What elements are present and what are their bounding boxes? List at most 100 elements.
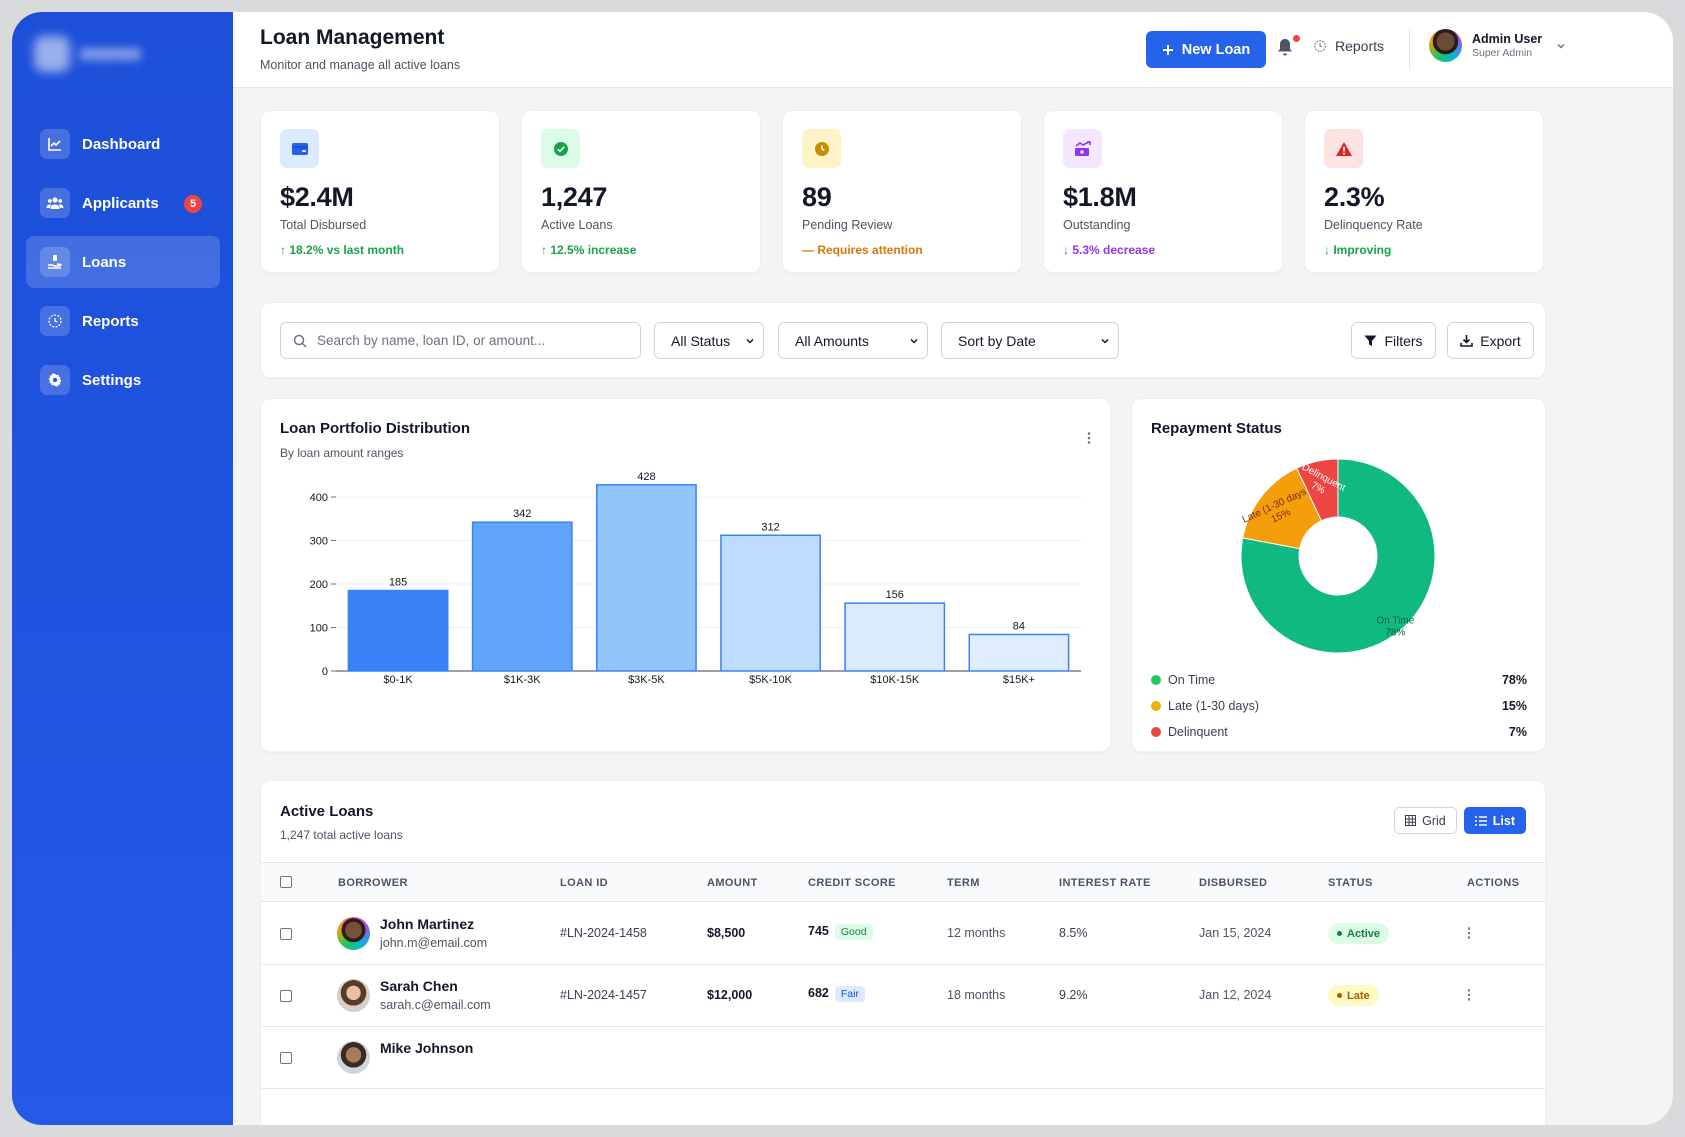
notification-dot (1293, 35, 1300, 42)
select-all-checkbox[interactable] (280, 876, 292, 888)
bar-value-label: 185 (389, 577, 407, 589)
user-name: Admin User (1472, 32, 1543, 46)
pie-label-pct: 78% (1385, 627, 1405, 638)
y-tick-label: 100 (310, 623, 328, 635)
notification-bell-icon[interactable] (1276, 35, 1300, 61)
sidebar: ■■■■■ Dashboard Applicants 5 Loans (12, 12, 233, 1125)
column-header[interactable]: CREDIT SCORE (808, 877, 896, 889)
reports-link[interactable]: Reports (1313, 38, 1384, 54)
row-actions-icon[interactable] (1467, 989, 1471, 1001)
sidebar-nav: Dashboard Applicants 5 Loans Reports (26, 118, 220, 413)
stat-value: 89 (802, 182, 832, 212)
hand-money-icon (40, 247, 70, 277)
row-checkbox[interactable] (280, 928, 292, 940)
stat-value: $1.8M (1063, 182, 1137, 212)
warning-icon (1324, 129, 1363, 168)
column-header[interactable]: INTEREST RATE (1059, 877, 1151, 889)
new-loan-label: New Loan (1181, 41, 1251, 58)
sidebar-item-settings[interactable]: Settings (26, 354, 220, 406)
column-header[interactable]: AMOUNT (707, 877, 758, 889)
status-text: Late (1347, 989, 1370, 1002)
loan-amount: $8,500 (707, 926, 746, 940)
chevron-down-icon (910, 338, 918, 344)
user-role: Super Admin (1472, 47, 1533, 59)
pie-label-name: On Time (1376, 615, 1414, 626)
gear-icon (40, 365, 70, 395)
column-header[interactable]: BORROWER (338, 877, 408, 889)
more-options-icon[interactable] (1087, 432, 1091, 444)
sort-select[interactable]: Sort by Date (941, 322, 1119, 359)
avatar (337, 979, 370, 1012)
legend-item: Late (1-30 days) 15% (1151, 693, 1527, 719)
sidebar-item-dashboard[interactable]: Dashboard (26, 118, 220, 170)
avatar (1429, 29, 1462, 62)
x-tick-label: $3K-5K (628, 674, 665, 686)
stat-card-active-loans: 1,247 Active Loans ↑ 12.5% increase (521, 110, 761, 273)
list-view-label: List (1492, 813, 1515, 828)
x-tick-label: $5K-10K (749, 674, 792, 686)
filters-button[interactable]: Filters (1351, 322, 1436, 359)
x-tick-label: $15K+ (1003, 674, 1035, 686)
amount-select[interactable]: All Amounts (778, 322, 928, 359)
bar-value-label: 428 (637, 471, 655, 483)
disbursed-date: Jan 15, 2024 (1199, 926, 1272, 940)
grid-view-button[interactable]: Grid (1394, 807, 1457, 834)
filter-icon (1364, 335, 1377, 346)
download-icon (1460, 335, 1474, 347)
list-view-button[interactable]: List (1463, 807, 1526, 834)
wallet-icon (280, 129, 319, 168)
column-header[interactable]: TERM (947, 877, 980, 889)
view-toggle: Grid List (1394, 807, 1526, 834)
pie-slice (1296, 458, 1339, 522)
legend-dot (1151, 727, 1161, 737)
column-header[interactable]: LOAN ID (560, 877, 609, 889)
stat-trend: ↓ 5.3% decrease (1063, 243, 1156, 257)
sidebar-item-loans[interactable]: Loans (26, 236, 220, 288)
row-actions-icon[interactable] (1467, 927, 1471, 939)
table-row[interactable]: Mike Johnson (261, 1027, 1545, 1089)
user-menu[interactable]: Admin User Super Admin (1429, 29, 1566, 62)
disbursed-date: Jan 12, 2024 (1199, 988, 1272, 1002)
stat-trend: ↓ Improving (1324, 243, 1392, 257)
x-tick-label: $1K-3K (504, 674, 541, 686)
column-header[interactable]: ACTIONS (1467, 877, 1520, 889)
table-row[interactable]: Sarah Chen sarah.c@email.com #LN-2024-14… (261, 965, 1545, 1027)
row-checkbox[interactable] (280, 990, 292, 1002)
row-checkbox[interactable] (280, 1052, 292, 1064)
search-input[interactable] (317, 333, 617, 348)
interest-rate: 8.5% (1059, 926, 1088, 940)
stat-value: 2.3% (1324, 182, 1385, 212)
sidebar-item-applicants[interactable]: Applicants 5 (26, 177, 220, 229)
sort-select-value: Sort by Date (958, 332, 1036, 349)
legend-item: On Time 78% (1151, 667, 1527, 693)
stat-value: $2.4M (280, 182, 354, 212)
credit-score-badge: Good (834, 924, 873, 940)
credit-score-value: 745 (808, 924, 829, 938)
x-tick-label: $0-1K (383, 674, 413, 686)
interest-rate: 9.2% (1059, 988, 1088, 1002)
column-header[interactable]: DISBURSED (1199, 877, 1268, 889)
legend-value: 15% (1501, 699, 1527, 713)
new-loan-button[interactable]: New Loan (1146, 31, 1266, 68)
bar (596, 484, 697, 672)
filters-button-label: Filters (1384, 332, 1423, 349)
loan-id: #LN-2024-1457 (560, 988, 647, 1002)
check-circle-icon (541, 129, 580, 168)
repayment-chart-card: Repayment Status On Time 78% Late (1-30 da… (1131, 398, 1546, 752)
export-button[interactable]: Export (1447, 322, 1534, 359)
column-header[interactable]: STATUS (1328, 877, 1373, 889)
avatar (337, 1041, 370, 1074)
stat-label: Pending Review (802, 218, 893, 232)
status-select[interactable]: All Status (654, 322, 764, 359)
sidebar-item-reports[interactable]: Reports (26, 295, 220, 347)
export-button-label: Export (1480, 332, 1521, 349)
y-tick-label: 400 (310, 492, 328, 504)
table-row[interactable]: John Martinez john.m@email.com #LN-2024-… (261, 903, 1545, 965)
page-title: Loan Management (260, 26, 445, 49)
sidebar-item-label: Applicants (82, 194, 159, 212)
y-tick-label: 0 (322, 666, 328, 678)
main-content: Loan Management Monitor and manage all a… (233, 12, 1673, 1125)
filter-bar: All Status All Amounts Sort by Date Filt… (260, 302, 1546, 378)
search-box[interactable] (280, 322, 641, 359)
